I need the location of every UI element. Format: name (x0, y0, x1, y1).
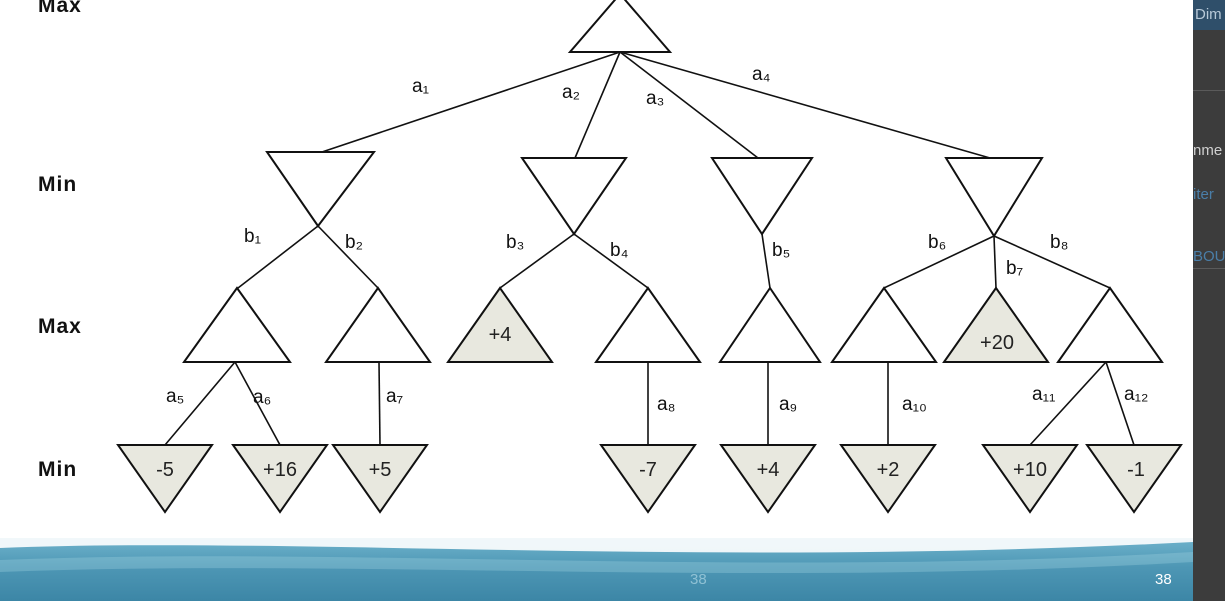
min-node-3 (710, 157, 814, 236)
edge-a12: a₁₂ (1124, 384, 1148, 405)
edge-labels: a₁ a₂ a₃ a₄ b₁ b₂ b₃ b₄ b₅ b₆ b₇ b₈ a₅ a… (166, 64, 1148, 415)
edge-a4: a₄ (752, 64, 771, 85)
side-divider-1 (1193, 90, 1225, 91)
min-leaf-value-7: +10 (1013, 459, 1047, 481)
edge-a11: a₁₁ (1032, 384, 1055, 405)
game-tree-diagram: a₁ a₂ a₃ a₄ b₁ b₂ b₃ b₄ b₅ b₆ b₇ b₈ a₅ a… (116, 0, 1183, 514)
min-leaf-value-1: -5 (156, 459, 174, 481)
side-fragment-2: nme (1193, 142, 1223, 159)
min-leaf-value-4: -7 (639, 459, 657, 481)
edge-b7: b₇ (1006, 258, 1023, 279)
edge-a7-line (378, 361, 381, 446)
slide: Max Min Max Min (0, 0, 1193, 601)
edge-a3: a₃ (646, 88, 664, 109)
edge-b5-line (761, 233, 771, 289)
side-panel-header: Dim (1193, 0, 1225, 30)
edge-a12-line (1105, 361, 1135, 446)
side-fragment-3[interactable]: iter (1193, 186, 1214, 203)
min-leaf-node-7 (981, 444, 1079, 514)
footer-band (0, 538, 1193, 601)
min-node-1 (265, 151, 377, 228)
max-node-4 (594, 286, 702, 363)
edge-b1: b₁ (244, 226, 261, 247)
edge-a8: a₈ (657, 394, 675, 415)
root-max-node (567, 0, 673, 53)
min-leaf-value-8: -1 (1127, 459, 1145, 481)
level-label-max-2: Max (38, 315, 82, 338)
min-leaf-node-6 (839, 444, 937, 514)
tree-nodes (116, 0, 1183, 514)
edge-a4-line (619, 51, 991, 159)
side-fragment-4[interactable]: BOU (1193, 248, 1225, 265)
edge-b2: b₂ (345, 232, 363, 253)
edge-b4: b₄ (610, 240, 629, 261)
min-leaf-node-5 (719, 444, 817, 514)
edge-b3-line (499, 233, 575, 289)
page-number-center: 38 (690, 571, 707, 588)
edge-b3: b₃ (506, 232, 524, 253)
tree-edges (164, 51, 1135, 446)
edge-a2: a₂ (562, 82, 580, 103)
max-node-5 (718, 286, 822, 363)
max-leaf-node-2 (942, 286, 1050, 363)
min-leaf-value-2: +16 (263, 459, 297, 481)
max-node-2 (324, 286, 432, 363)
max-node-8 (1056, 286, 1164, 363)
side-fragment-1: Dim (1195, 6, 1222, 23)
edge-b6: b₆ (928, 232, 946, 253)
side-panel: Dim nme iter BOU (1193, 0, 1225, 601)
edge-a7: a₇ (386, 386, 403, 407)
edge-b7-line (993, 235, 997, 289)
edge-a5-line (164, 361, 236, 446)
min-node-2 (520, 157, 628, 236)
min-leaf-node-1 (116, 444, 214, 514)
edge-b8-line (993, 235, 1111, 289)
edge-a6: a₆ (253, 387, 271, 408)
edge-a3-line (619, 51, 759, 159)
edge-a10: a₁₀ (902, 394, 927, 415)
min-leaf-node-2 (231, 444, 329, 514)
max-leaf-value-1: +4 (489, 324, 512, 346)
edge-b2-line (317, 225, 379, 289)
min-leaf-node-4 (599, 444, 697, 514)
edge-b6-line (883, 235, 995, 289)
edge-a6-line (234, 361, 281, 446)
edge-a11-line (1029, 361, 1107, 446)
max-node-1 (182, 286, 292, 363)
level-label-min-1: Min (38, 173, 78, 196)
level-label-min-3: Min (38, 458, 78, 481)
max-leaf-node-1 (446, 286, 554, 363)
level-label-max-root: Max (38, 0, 82, 17)
edge-b5: b₅ (772, 240, 790, 261)
min-leaf-value-5: +4 (757, 459, 780, 481)
edge-b1-line (237, 225, 319, 289)
edge-b4-line (573, 233, 649, 289)
leaf-values: +4 +20 -5 +16 +5 -7 +4 +2 +10 -1 (156, 324, 1145, 481)
edge-b8: b₈ (1050, 232, 1068, 253)
min-leaf-value-6: +2 (877, 459, 900, 481)
edge-a9: a₉ (779, 394, 797, 415)
page-number-right: 38 (1155, 571, 1172, 588)
edge-a5: a₅ (166, 386, 184, 407)
footer-wave (0, 538, 1193, 574)
max-node-6 (830, 286, 938, 363)
min-node-4 (944, 157, 1044, 238)
edge-a1: a₁ (412, 76, 429, 97)
edge-a2-line (574, 51, 621, 159)
min-leaf-node-3 (331, 444, 429, 514)
edge-a1-line (321, 51, 621, 153)
min-leaf-node-8 (1085, 444, 1183, 514)
side-divider-2 (1193, 268, 1225, 269)
max-leaf-value-2: +20 (980, 332, 1014, 354)
min-leaf-value-3: +5 (369, 459, 392, 481)
